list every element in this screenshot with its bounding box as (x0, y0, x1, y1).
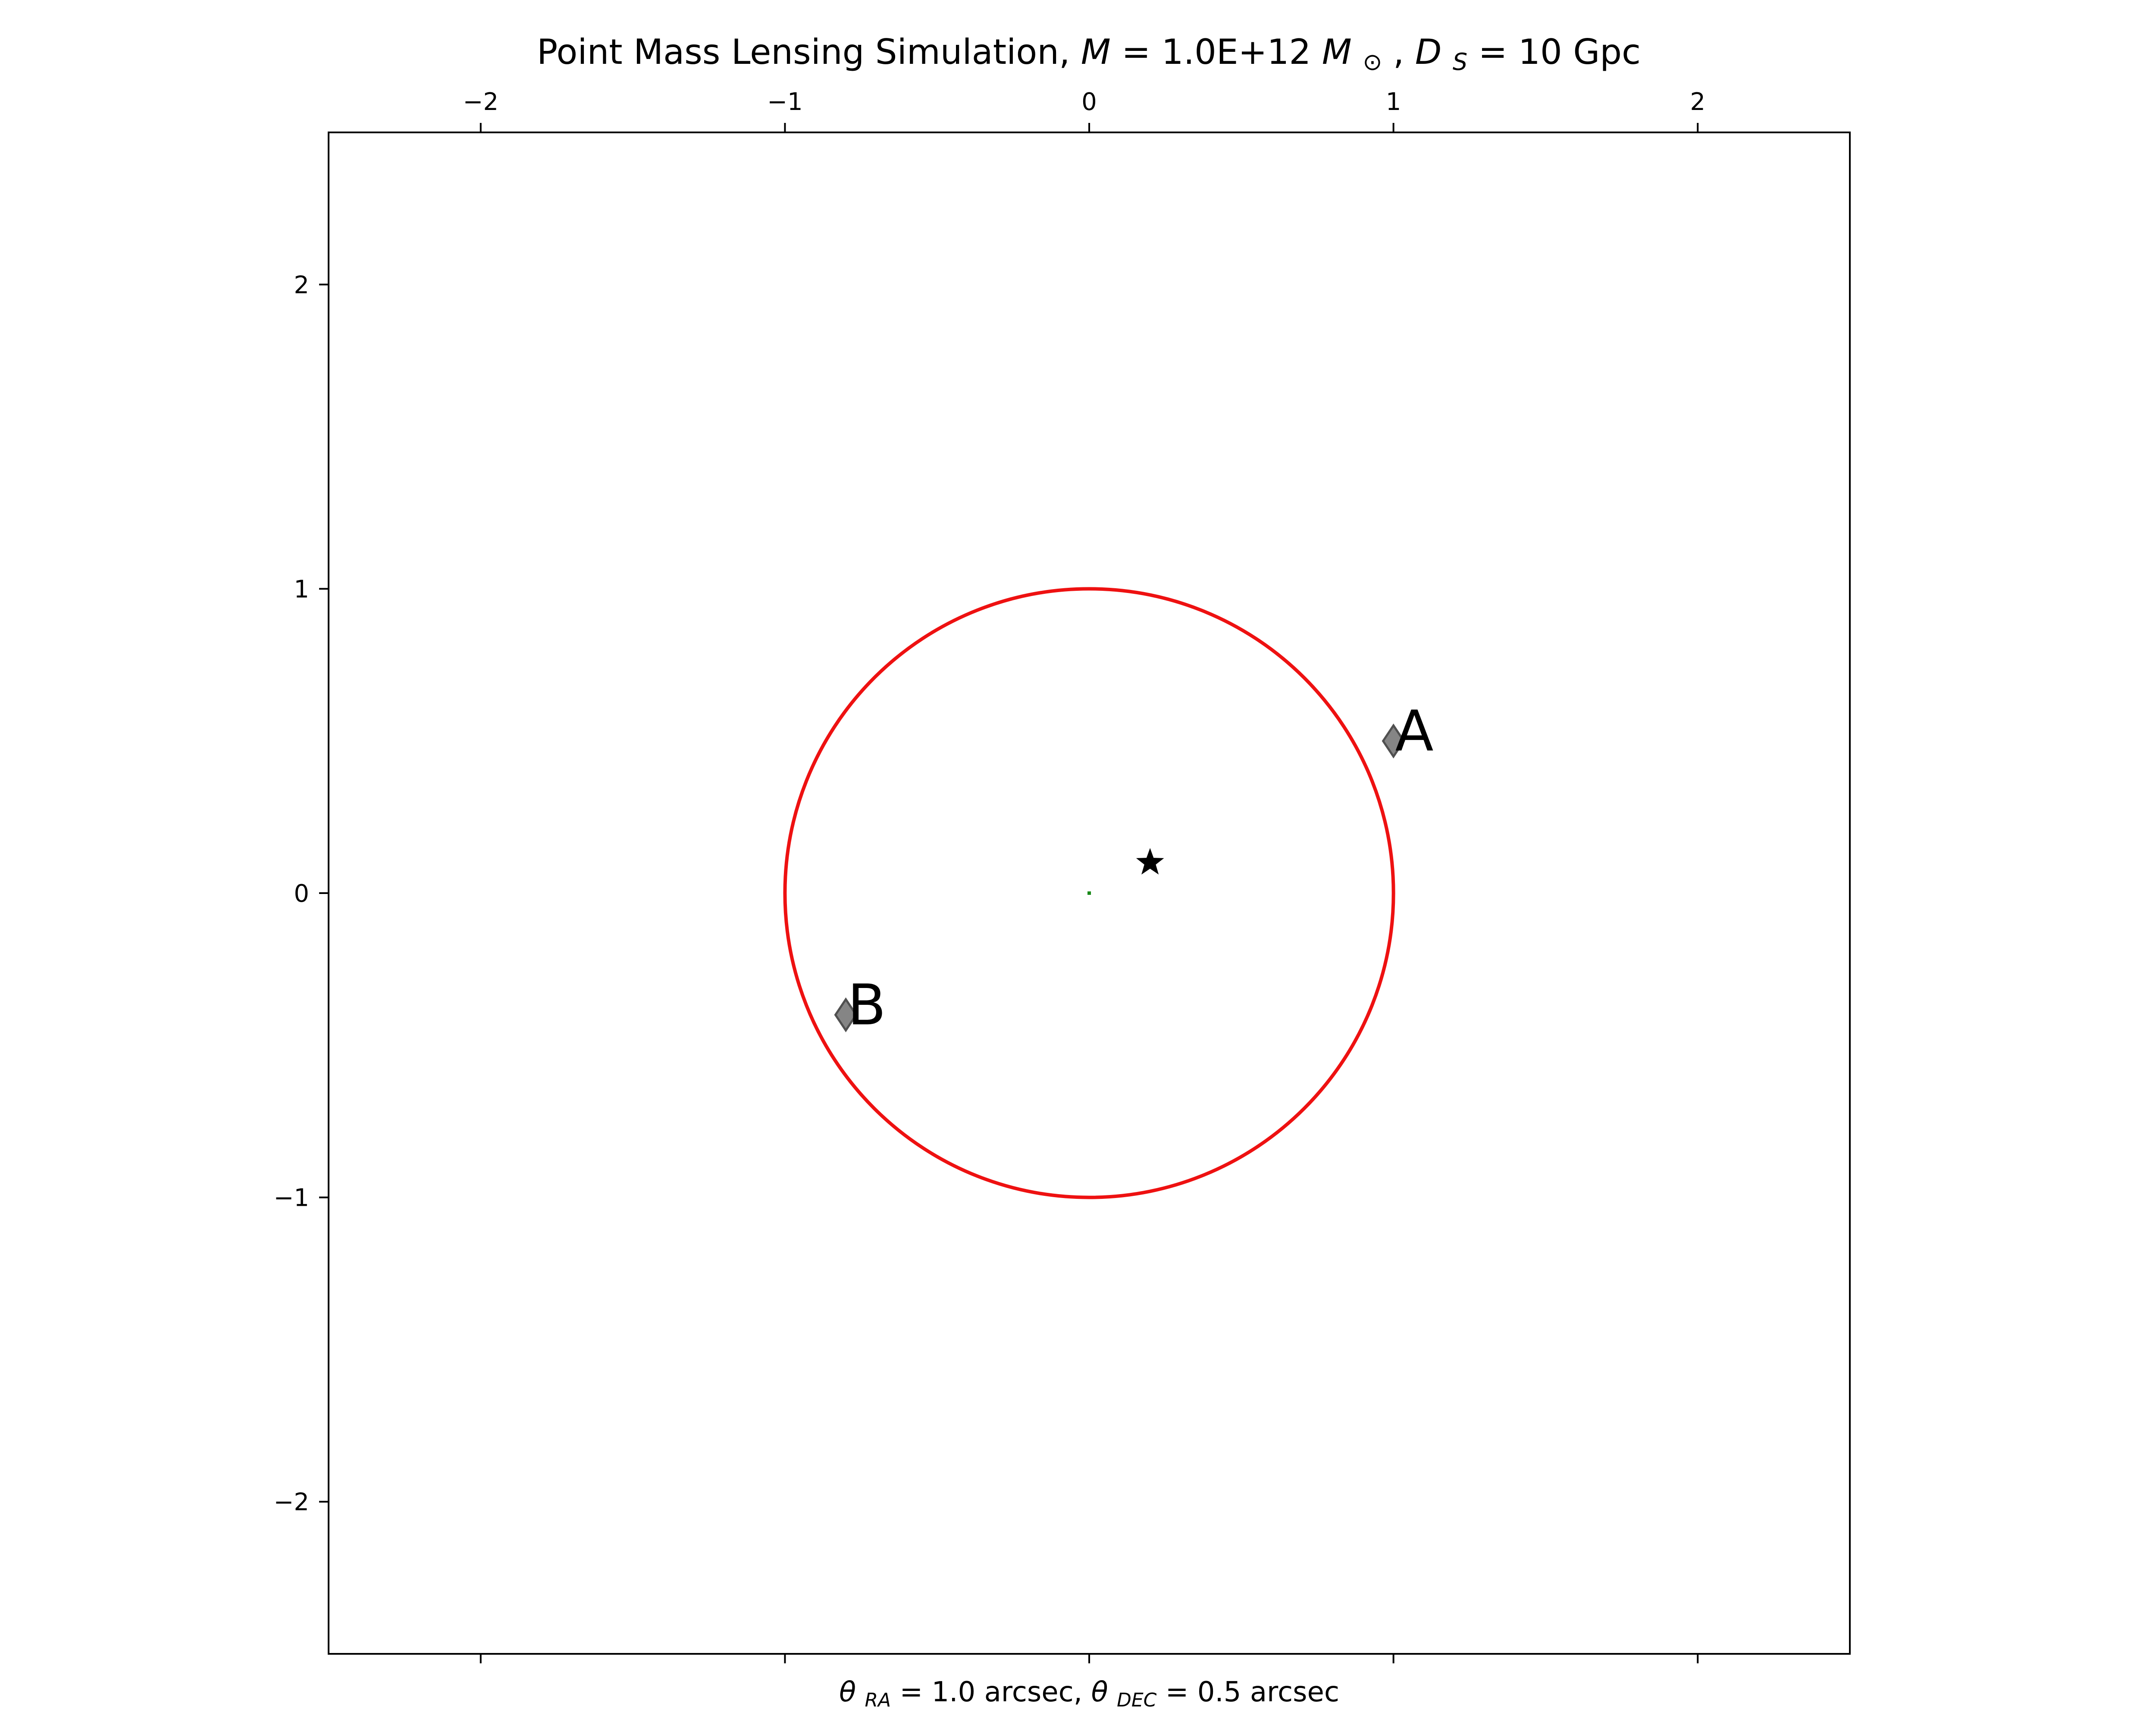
xlabel-ra-value: = 1.0 arcsec, (899, 1676, 1091, 1708)
xlabel-theta-dec: θ (1091, 1676, 1108, 1708)
title-mass-unit: M (1322, 32, 1352, 72)
source-star-marker (1136, 848, 1164, 875)
y-tick-label: 2 (294, 271, 309, 299)
title-dist-symbol: D (1415, 32, 1442, 72)
title-mass-unit-sub: ⊙ (1363, 48, 1382, 75)
x-tick-label: −1 (767, 88, 803, 116)
title-separator: , (1393, 32, 1415, 72)
xlabel-ra-sub: RA (865, 1689, 891, 1711)
x-tick-label: 0 (1081, 88, 1097, 116)
chart-title: Point Mass Lensing Simulation, M = 1.0E+… (537, 32, 1641, 78)
image-label-b: B (848, 972, 886, 1038)
title-prefix: Point Mass Lensing Simulation, (537, 32, 1081, 72)
xlabel-dec-value: = 0.5 arcsec (1166, 1676, 1339, 1708)
axis-ticks: −2 −1 0 1 2 −2 −1 0 1 2 (273, 88, 1705, 1663)
title-mass-value: = 1.0E+12 (1122, 32, 1322, 72)
image-marker-b (834, 997, 858, 1032)
title-mass-symbol: M (1081, 32, 1111, 72)
x-axis-label: θ RA = 1.0 arcsec, θ DEC = 0.5 arcsec (839, 1676, 1339, 1713)
xlabel-theta-ra: θ (839, 1676, 856, 1708)
y-tick-label: 1 (294, 575, 309, 603)
plot-marks: AB (783, 587, 1434, 1199)
x-tick-label: 1 (1386, 88, 1401, 116)
x-tick-label: −2 (463, 88, 499, 116)
title-dist-value: = 10 Gpc (1479, 32, 1641, 72)
xlabel-dec-sub: DEC (1117, 1689, 1157, 1711)
lens-point (1087, 891, 1091, 895)
image-label-a: A (1395, 698, 1434, 764)
einstein-ring (783, 587, 1395, 1199)
x-tick-label: 2 (1690, 88, 1705, 116)
image-marker-a (1382, 723, 1405, 759)
title-dist-sub: S (1453, 48, 1467, 75)
y-tick-label: 0 (294, 880, 309, 908)
y-tick-label: −1 (273, 1184, 309, 1212)
y-tick-label: −2 (273, 1488, 309, 1516)
